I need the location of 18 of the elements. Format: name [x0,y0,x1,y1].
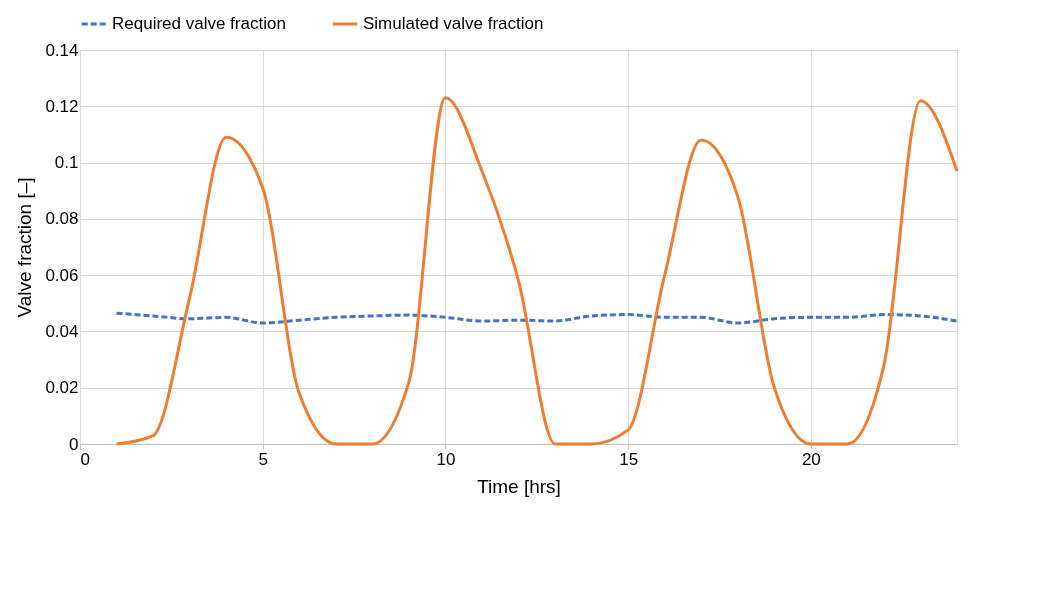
y-tick-label: 0.08 [45,209,79,229]
y-tick-label: 0 [69,434,79,454]
y-tick-label: 0.14 [45,40,79,60]
x-tick-label: 15 [619,449,639,469]
line-series [115,96,959,446]
y-tick-label: 0.1 [54,153,79,173]
x-tick-label: 10 [436,449,456,469]
legend-label: Simulated valve fraction [363,14,544,33]
y-axis-title: Valve fraction [–] [14,177,36,318]
x-tick-label: 5 [258,449,268,469]
y-tick-label: 0.06 [45,265,79,285]
line-series [115,311,959,325]
y-tick-label: 0.04 [45,321,79,341]
y-tick-label: 0.02 [45,378,79,398]
x-axis-title: Time [hrs] [477,475,561,497]
y-tick-label: 0.12 [45,96,79,116]
x-tick-label: 20 [801,449,821,469]
legend-label: Required valve fraction [112,14,286,33]
